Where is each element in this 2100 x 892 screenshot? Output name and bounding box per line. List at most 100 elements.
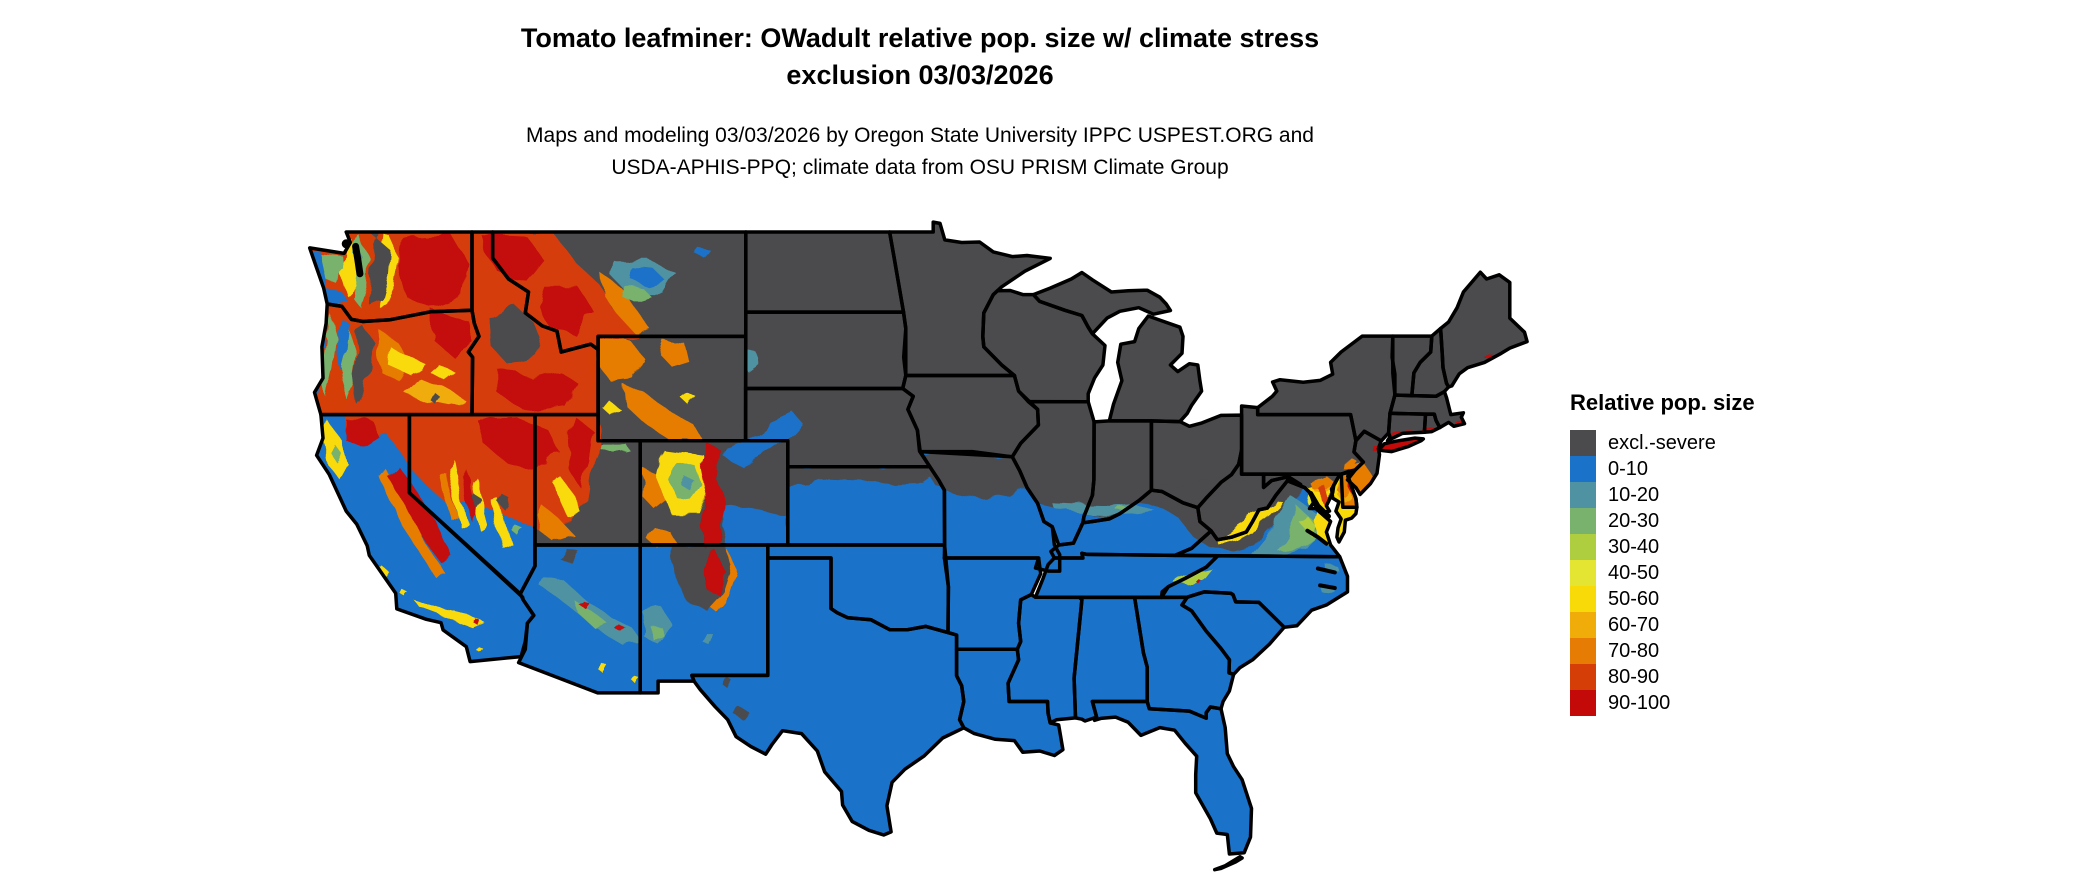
state-oh xyxy=(1151,415,1242,508)
state-mn xyxy=(889,222,1051,376)
raster-region-10-20 xyxy=(745,349,760,373)
raster-region-70-80 xyxy=(1309,475,1335,492)
raster-region-70-80 xyxy=(535,503,574,542)
map-title: Tomato leafminer: OWadult relative pop. … xyxy=(0,0,1840,94)
raster-region-90-100 xyxy=(346,419,380,449)
raster-region-excl.-severe xyxy=(369,232,391,306)
raster-region-90-100 xyxy=(476,417,560,472)
raster-region-20-30 xyxy=(573,599,608,629)
legend-item-label: 20-30 xyxy=(1608,509,1660,532)
state-border-li xyxy=(1376,436,1426,454)
raster-region-90-100 xyxy=(538,286,595,334)
legend-swatch xyxy=(1570,690,1596,716)
raster-region-excl.-severe xyxy=(734,706,749,720)
raster-region-20-30 xyxy=(601,444,631,454)
raster-region-0-10 xyxy=(1035,503,1083,544)
map-title-line2: exclusion 03/03/2026 xyxy=(786,60,1054,90)
state-ia xyxy=(902,375,1039,457)
raster-region-10-20 xyxy=(702,633,716,647)
state-in xyxy=(1082,420,1152,523)
state-milp xyxy=(1109,316,1202,422)
state-border-me xyxy=(1438,270,1529,389)
raster-region-50-60 xyxy=(599,665,610,676)
raster-region-50-60 xyxy=(388,346,427,376)
state-ok xyxy=(767,545,949,633)
raster-region-excl.-severe xyxy=(920,451,1026,499)
raster-region-90-100 xyxy=(578,599,589,608)
raster-region-90-100 xyxy=(567,417,593,488)
raster-region-50-60 xyxy=(399,589,408,596)
state-border-tx xyxy=(690,556,966,837)
raster-region-90-100 xyxy=(1195,578,1201,585)
legend-item-label: excl.-severe xyxy=(1608,431,1716,454)
legend-swatch xyxy=(1570,612,1596,638)
map-subtitle-line1: Maps and modeling 03/03/2026 by Oregon S… xyxy=(526,124,1314,147)
state-ar xyxy=(944,558,1041,650)
raster-region-20-30 xyxy=(649,625,665,639)
state-ms xyxy=(1008,594,1082,723)
legend-swatch xyxy=(1570,664,1596,690)
legend-item: 80-90 xyxy=(1570,664,1755,690)
raster-region-90-100 xyxy=(388,466,452,561)
raster-region-0-10 xyxy=(630,268,667,287)
legend-swatch xyxy=(1570,482,1596,508)
legend-item: 40-50 xyxy=(1570,560,1755,586)
legend-item-label: 30-40 xyxy=(1608,535,1660,558)
state-fl xyxy=(1092,701,1252,854)
raster-region-excl.-severe xyxy=(352,325,374,405)
legend-swatch xyxy=(1570,586,1596,612)
raster-region-20-30 xyxy=(620,284,652,303)
raster-region-90-100 xyxy=(702,547,726,595)
raster-region-excl.-severe xyxy=(430,392,441,406)
map-subtitle-line2: USDA-APHIS-PPQ; climate data from OSU PR… xyxy=(611,156,1229,179)
raster-region-70-80 xyxy=(1342,460,1361,470)
map-title-line1: Tomato leafminer: OWadult relative pop. … xyxy=(520,23,1320,53)
raster-region-50-60 xyxy=(477,649,486,655)
state-border-wi xyxy=(981,288,1107,404)
us-map-svg xyxy=(307,220,1529,872)
raster-region-90-100 xyxy=(461,469,477,521)
raster-region-0-10 xyxy=(325,289,349,306)
raster-region-90-100 xyxy=(398,234,469,308)
state-borders xyxy=(307,220,1529,872)
legend-item-label: 80-90 xyxy=(1608,665,1660,688)
raster-region-90-100 xyxy=(616,625,627,634)
state-nm xyxy=(640,545,768,693)
raster-region-20-30 xyxy=(329,443,342,462)
state-nh xyxy=(1411,328,1449,397)
raster-region-70-80 xyxy=(641,469,671,509)
raster-region-0-10 xyxy=(335,315,350,371)
raster-region-90-100 xyxy=(481,234,545,282)
legend-item-label: 60-70 xyxy=(1608,613,1660,636)
state-border-fl xyxy=(1090,699,1254,856)
state-vt xyxy=(1392,336,1432,396)
legend-title: Relative pop. size xyxy=(1570,390,1755,415)
raster-region-10-20 xyxy=(681,477,697,491)
legend-item-label: 10-20 xyxy=(1608,483,1660,506)
legend-item: 60-70 xyxy=(1570,612,1755,638)
state-miup xyxy=(1033,272,1171,334)
state-border-milp xyxy=(1107,314,1204,424)
raster-region-excl.-severe xyxy=(787,466,938,487)
state-tx xyxy=(691,558,964,835)
raster-region-70-80 xyxy=(598,337,644,381)
raster-region-0-10 xyxy=(694,247,711,259)
raster-region-70-80 xyxy=(660,341,690,368)
state-ks xyxy=(787,466,945,545)
raster-region-90-100 xyxy=(471,618,479,624)
state-border-miup xyxy=(1031,270,1173,336)
raster-region-90-100 xyxy=(495,367,578,412)
legend-item-label: 50-60 xyxy=(1608,587,1660,610)
legend-item: excl.-severe xyxy=(1570,430,1755,456)
raster-region-50-60 xyxy=(413,599,484,626)
legend-swatch xyxy=(1570,456,1596,482)
map-subtitle: Maps and modeling 03/03/2026 by Oregon S… xyxy=(0,120,1840,184)
state-pa xyxy=(1241,406,1364,475)
raster-region-excl.-severe xyxy=(721,675,732,689)
state-nd xyxy=(745,232,904,313)
legend-item: 50-60 xyxy=(1570,586,1755,612)
raster-region-excl.-severe xyxy=(489,305,543,365)
legend-swatch xyxy=(1570,638,1596,664)
state-border-ny xyxy=(1255,334,1397,443)
